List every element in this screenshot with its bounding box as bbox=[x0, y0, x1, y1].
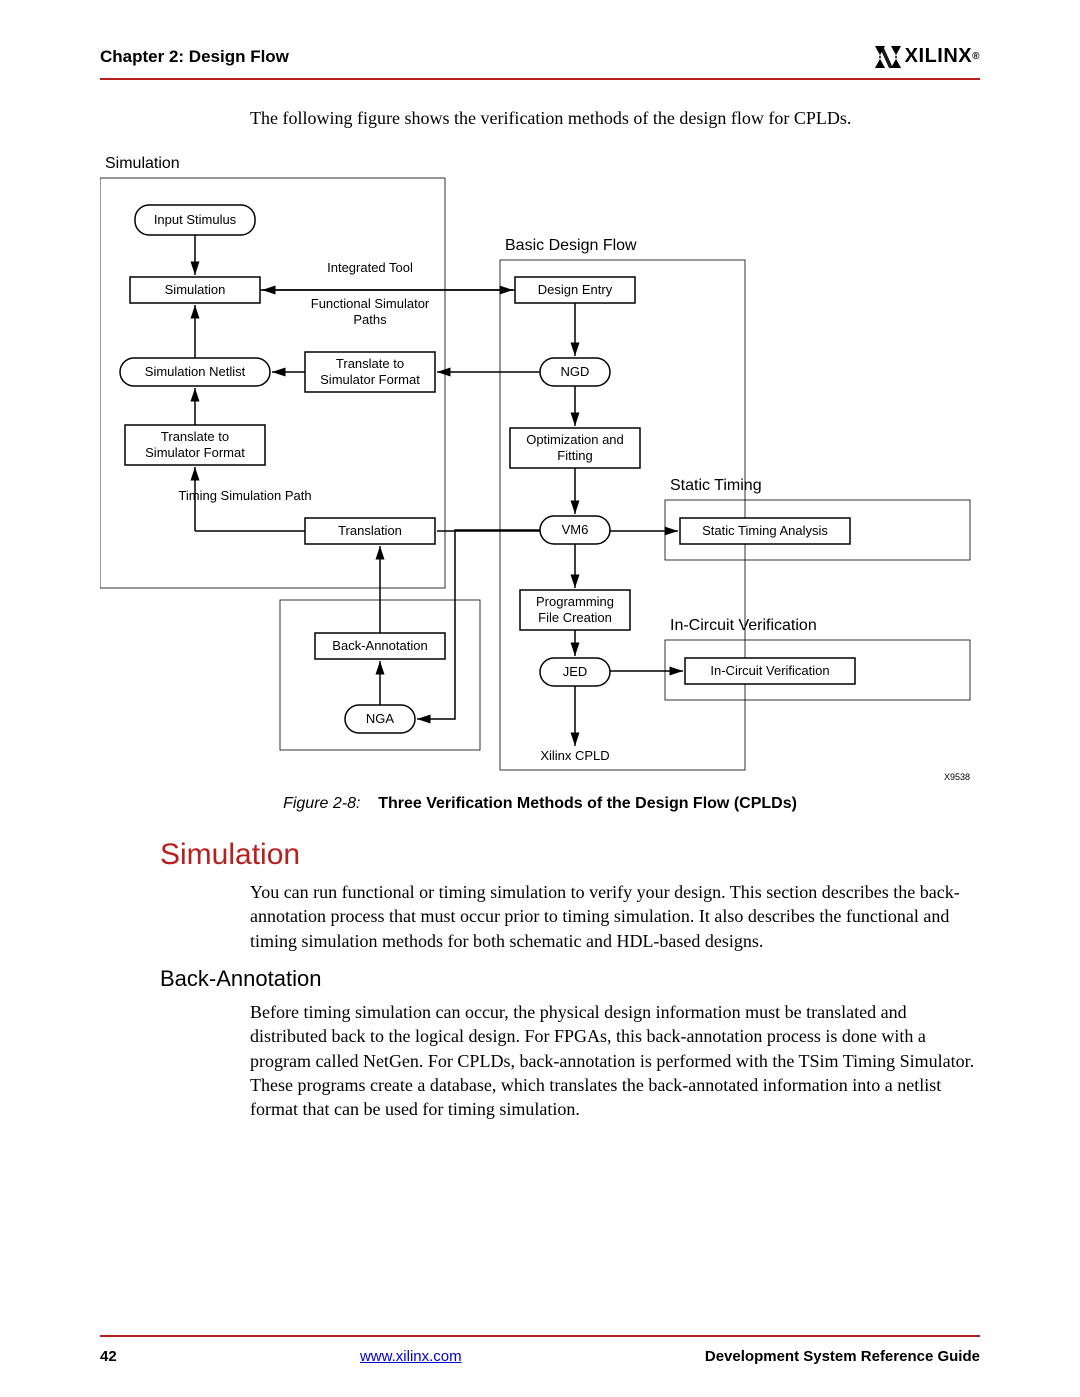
edge-label-integrated-2: Functional Simulator bbox=[311, 296, 430, 311]
edge-label-integrated-1: Integrated Tool bbox=[327, 260, 413, 275]
edge-label-timing-path: Timing Simulation Path bbox=[178, 488, 311, 503]
footer-guide: Development System Reference Guide bbox=[705, 1348, 980, 1365]
group-simulation-label: Simulation bbox=[105, 155, 180, 172]
edge-label-integrated-3: Paths bbox=[353, 312, 387, 327]
node-opt-fit-l2: Fitting bbox=[557, 448, 592, 463]
section-simulation-body: You can run functional or timing simulat… bbox=[250, 880, 980, 953]
node-input-stimulus-label: Input Stimulus bbox=[154, 212, 237, 227]
page-number: 42 bbox=[100, 1348, 117, 1365]
reg-mark: ® bbox=[972, 51, 980, 62]
node-translate-mid-l2: Simulator Format bbox=[320, 372, 420, 387]
brand-text: XILINX bbox=[905, 45, 972, 68]
footer-rule bbox=[100, 1335, 980, 1337]
node-opt-fit-l1: Optimization and bbox=[526, 432, 624, 447]
page-header: Chapter 2: Design Flow XILINX ® bbox=[100, 45, 980, 68]
section-backanno-body: Before timing simulation can occur, the … bbox=[250, 1000, 980, 1121]
group-incircuit-label: In-Circuit Verification bbox=[670, 617, 817, 634]
node-incircuit-label: In-Circuit Verification bbox=[710, 663, 829, 678]
group-basic-box bbox=[500, 260, 745, 770]
caption-title: Three Verification Methods of the Design… bbox=[378, 795, 797, 812]
figure-id: X9538 bbox=[944, 772, 970, 782]
flow-diagram: Simulation Basic Design Flow Static Timi… bbox=[100, 150, 980, 790]
page-footer: 42 www.xilinx.com Development System Ref… bbox=[100, 1348, 980, 1365]
node-vm6-label: VM6 bbox=[562, 522, 589, 537]
xilinx-logo-icon bbox=[875, 46, 901, 68]
logo: XILINX ® bbox=[875, 45, 980, 68]
section-simulation-heading: Simulation bbox=[160, 838, 300, 872]
node-simulation-label: Simulation bbox=[165, 282, 226, 297]
node-translate-left-l1: Translate to bbox=[161, 429, 229, 444]
footer-url[interactable]: www.xilinx.com bbox=[360, 1348, 462, 1365]
node-design-entry-label: Design Entry bbox=[538, 282, 613, 297]
node-xilinx-cpld-label: Xilinx CPLD bbox=[540, 748, 609, 763]
node-jed-label: JED bbox=[563, 664, 588, 679]
node-translate-mid-l1: Translate to bbox=[336, 356, 404, 371]
caption-prefix: Figure 2-8: bbox=[283, 795, 360, 812]
node-prog-file-l2: File Creation bbox=[538, 610, 612, 625]
group-basic-label: Basic Design Flow bbox=[505, 237, 637, 254]
node-ngd-label: NGD bbox=[561, 364, 590, 379]
node-sim-netlist-label: Simulation Netlist bbox=[145, 364, 246, 379]
intro-paragraph: The following figure shows the verificat… bbox=[250, 108, 980, 129]
node-translate-left-l2: Simulator Format bbox=[145, 445, 245, 460]
group-static-label: Static Timing bbox=[670, 477, 762, 494]
node-translation-label: Translation bbox=[338, 523, 402, 538]
header-rule bbox=[100, 78, 980, 80]
node-static-timing-label: Static Timing Analysis bbox=[702, 523, 828, 538]
node-nga-label: NGA bbox=[366, 711, 395, 726]
figure-caption: Figure 2-8: Three Verification Methods o… bbox=[100, 795, 980, 813]
node-back-annotation-label: Back-Annotation bbox=[332, 638, 427, 653]
chapter-title: Chapter 2: Design Flow bbox=[100, 47, 289, 67]
node-prog-file-l1: Programming bbox=[536, 594, 614, 609]
section-backanno-heading: Back-Annotation bbox=[160, 966, 321, 992]
